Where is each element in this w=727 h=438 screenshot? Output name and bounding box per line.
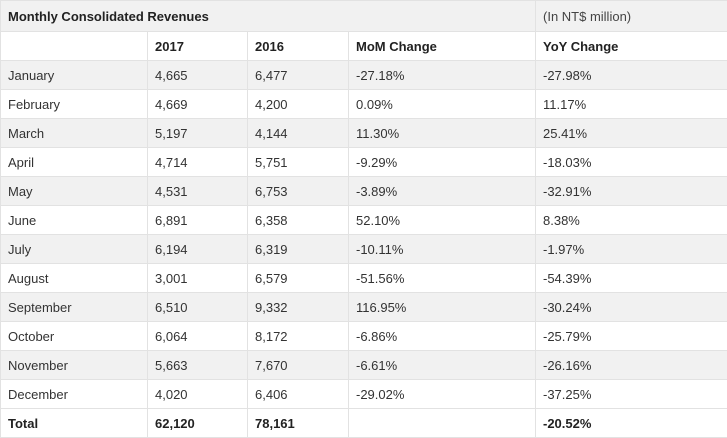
cell-value-2017: 5,197 — [148, 119, 248, 148]
cell-mom-change: 11.30% — [349, 119, 536, 148]
cell-mom-change: -3.89% — [349, 177, 536, 206]
cell-value-2017: 4,669 — [148, 90, 248, 119]
cell-mom-change: -10.11% — [349, 235, 536, 264]
cell-value-2016: 6,477 — [248, 61, 349, 90]
cell-yoy-change: 25.41% — [536, 119, 727, 148]
cell-yoy-change: -27.98% — [536, 61, 727, 90]
cell-mom-change: -29.02% — [349, 380, 536, 409]
cell-value-2016: 6,358 — [248, 206, 349, 235]
cell-month: January — [1, 61, 148, 90]
cell-value-2016: 6,319 — [248, 235, 349, 264]
cell-mom-change: -9.29% — [349, 148, 536, 177]
cell-month: April — [1, 148, 148, 177]
cell-value-2016: 5,751 — [248, 148, 349, 177]
cell-yoy-change: -18.03% — [536, 148, 727, 177]
cell-value-2017: 4,020 — [148, 380, 248, 409]
cell-month: July — [1, 235, 148, 264]
cell-value-2016: 4,200 — [248, 90, 349, 119]
header-cell-mom: MoM Change — [349, 32, 536, 61]
cell-value-2017: 6,064 — [148, 322, 248, 351]
header-cell-2016: 2016 — [248, 32, 349, 61]
cell-mom-change: 52.10% — [349, 206, 536, 235]
table-title-row: Monthly Consolidated Revenues (In NT$ mi… — [1, 1, 727, 32]
cell-yoy-change: 11.17% — [536, 90, 727, 119]
cell-mom-change: -51.56% — [349, 264, 536, 293]
cell-yoy-change: -54.39% — [536, 264, 727, 293]
cell-yoy-change: -25.79% — [536, 322, 727, 351]
cell-value-2017: 3,001 — [148, 264, 248, 293]
cell-mom-change: -6.86% — [349, 322, 536, 351]
cell-value-2017: 4,714 — [148, 148, 248, 177]
cell-value-2017: 5,663 — [148, 351, 248, 380]
cell-mom-change: 116.95% — [349, 293, 536, 322]
cell-value-2016: 6,579 — [248, 264, 349, 293]
cell-yoy-change: -26.16% — [536, 351, 727, 380]
header-cell-month — [1, 32, 148, 61]
header-cell-yoy: YoY Change — [536, 32, 727, 61]
cell-month: February — [1, 90, 148, 119]
cell-value-2016: 6,753 — [248, 177, 349, 206]
cell-month: December — [1, 380, 148, 409]
cell-month: October — [1, 322, 148, 351]
unit-note: (In NT$ million) — [536, 1, 727, 32]
total-label: Total — [1, 409, 148, 438]
cell-value-2017: 4,665 — [148, 61, 248, 90]
cell-value-2017: 6,194 — [148, 235, 248, 264]
total-mom — [349, 409, 536, 438]
cell-yoy-change: -30.24% — [536, 293, 727, 322]
cell-value-2016: 6,406 — [248, 380, 349, 409]
cell-value-2017: 6,510 — [148, 293, 248, 322]
header-row: 2017 2016 MoM Change YoY Change — [1, 32, 727, 61]
total-2017: 62,120 — [148, 409, 248, 438]
cell-yoy-change: -37.25% — [536, 380, 727, 409]
cell-mom-change: 0.09% — [349, 90, 536, 119]
cell-month: May — [1, 177, 148, 206]
cell-value-2016: 4,144 — [248, 119, 349, 148]
total-2016: 78,161 — [248, 409, 349, 438]
cell-mom-change: -27.18% — [349, 61, 536, 90]
total-row: Total 62,120 78,161 -20.52% — [1, 409, 727, 438]
cell-value-2016: 7,670 — [248, 351, 349, 380]
cell-mom-change: -6.61% — [349, 351, 536, 380]
cell-yoy-change: -32.91% — [536, 177, 727, 206]
cell-value-2017: 4,531 — [148, 177, 248, 206]
cell-value-2017: 6,891 — [148, 206, 248, 235]
cell-month: June — [1, 206, 148, 235]
cell-yoy-change: -1.97% — [536, 235, 727, 264]
cell-value-2016: 8,172 — [248, 322, 349, 351]
cell-month: September — [1, 293, 148, 322]
cell-value-2016: 9,332 — [248, 293, 349, 322]
cell-month: November — [1, 351, 148, 380]
total-yoy: -20.52% — [536, 409, 727, 438]
header-cell-2017: 2017 — [148, 32, 248, 61]
table-title: Monthly Consolidated Revenues — [1, 1, 536, 32]
cell-month: August — [1, 264, 148, 293]
cell-month: March — [1, 119, 148, 148]
cell-yoy-change: 8.38% — [536, 206, 727, 235]
